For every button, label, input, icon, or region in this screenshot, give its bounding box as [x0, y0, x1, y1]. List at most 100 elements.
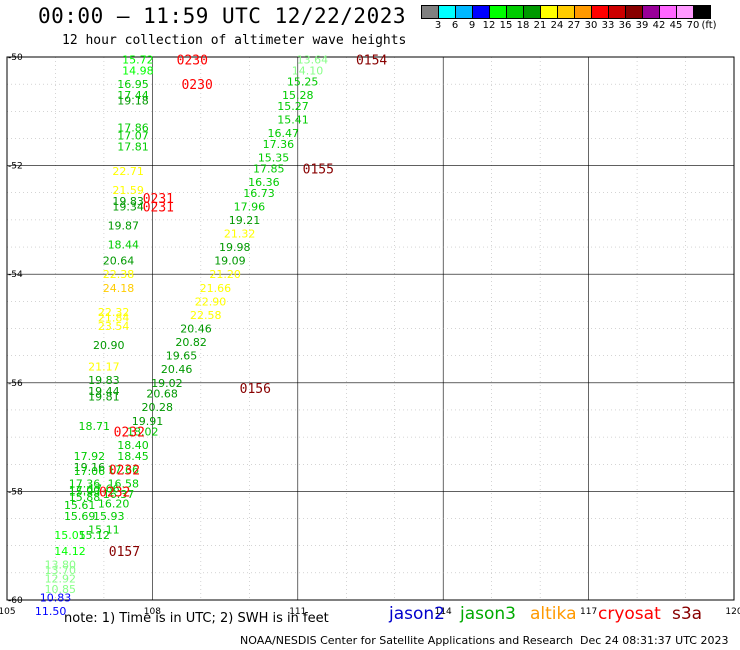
color-legend-label: 21: [533, 20, 547, 31]
wave-height-value: 20.90: [93, 339, 125, 352]
wave-height-value: 20.64: [103, 255, 135, 268]
color-legend-label: 12: [482, 20, 496, 31]
wave-height-value: 20.82: [175, 336, 207, 349]
wave-height-value: 17.85: [253, 162, 285, 175]
wave-height-value: 16.95: [117, 78, 149, 91]
wave-height-value: 17.66: [88, 483, 120, 496]
wave-height-value: 19.16: [74, 461, 106, 474]
axis-labels: 105 108 111 114 117 120 -50 -52 -54 -56 -58 -60: [0, 53, 740, 617]
wave-height-value: 15.28: [282, 89, 314, 102]
wave-height-value: 21.17: [88, 361, 120, 374]
color-legend-label: 6: [451, 20, 459, 31]
wave-height-value: 19.34: [112, 200, 144, 213]
wave-height-value: 18.45: [117, 450, 149, 463]
wave-height-value: 14.10: [292, 65, 324, 78]
wave-height-value: 15.41: [277, 113, 309, 126]
latitude-tick-label: -52: [8, 162, 23, 172]
pass-time-label: 0156: [240, 382, 271, 397]
wave-height-value: 20.46: [180, 323, 212, 336]
color-legend-label: 30: [584, 20, 598, 31]
wave-height-value: 13.70: [45, 564, 77, 577]
wave-height-value: 15.69: [64, 510, 96, 523]
wave-height-value: 19.83: [112, 195, 144, 208]
pass-time-label: 0232: [99, 485, 130, 500]
wave-height-value: 15.27: [277, 100, 309, 113]
color-legend-label: 45: [669, 20, 683, 31]
wave-height-value: 19.09: [214, 255, 246, 268]
color-legend-label: 18: [516, 20, 530, 31]
color-legend-label: 24: [550, 20, 564, 31]
wave-height-value: 21.32: [224, 227, 256, 240]
wave-height-value: 21.20: [209, 268, 241, 281]
longitude-tick-label: 120: [725, 607, 740, 617]
wave-height-value: 18.40: [117, 439, 149, 452]
wave-height-value: 19.91: [132, 415, 164, 428]
latitude-tick-label: -50: [8, 53, 23, 63]
wave-height-value: 19.65: [166, 350, 198, 363]
latitude-tick-label: -54: [8, 270, 23, 280]
wave-height-value: 15.61: [64, 499, 96, 512]
wave-height-value: 19.98: [219, 241, 251, 254]
wave-height-value: 16.36: [248, 176, 280, 189]
wave-height-value: 22.58: [190, 309, 222, 322]
color-legend-label: 27: [567, 20, 581, 31]
wave-height-value: 16.37: [103, 488, 135, 501]
longitude-tick-label: 105: [0, 607, 16, 617]
wave-height-value: 15.93: [93, 510, 125, 523]
latitude-tick-label: -56: [8, 379, 23, 389]
wave-height-value: 17.44: [117, 89, 149, 102]
wave-height-value: 17.06: [74, 465, 106, 478]
wave-height-value: 22.38: [103, 268, 135, 281]
wave-height-value: 15.11: [88, 523, 120, 536]
wave-height-value: 10.83: [40, 591, 72, 604]
credit-line: NOAA/NESDIS Center for Satellite Applica…: [240, 634, 574, 647]
color-legend-label: 36: [618, 20, 632, 31]
wave-height-value: 12.92: [45, 572, 77, 585]
wave-height-value: 15.93: [69, 485, 101, 498]
wave-height-value: 21.84: [98, 312, 130, 325]
wave-height-value: 15.35: [258, 151, 290, 164]
wave-height-value: 19.18: [117, 94, 149, 107]
wave-height-value: 17.86: [117, 122, 149, 135]
wave-height-value: 21.66: [200, 282, 232, 295]
wave-height-value: 17.81: [117, 141, 149, 154]
wave-height-value: 19.44: [88, 385, 120, 398]
satellite-legend-cryosat: cryosat: [598, 604, 661, 624]
wave-height-value: 18.44: [108, 238, 140, 251]
pass-time-label: 0231: [143, 192, 174, 207]
wave-height-value: 22.32: [98, 306, 130, 319]
wave-height-value: 20.46: [161, 363, 193, 376]
wave-height-value: 17.66: [108, 464, 140, 477]
wave-height-value: 11.50: [35, 605, 67, 618]
satellite-legend-altika: altika: [530, 604, 577, 624]
wave-height-value: 15.72: [122, 54, 154, 67]
wave-height-value: 21.59: [112, 184, 144, 197]
generated-timestamp: Dec 24 08:31:37 UTC 2023: [580, 634, 729, 647]
wave-height-value: 18.71: [78, 420, 110, 433]
color-legend-swatch: [693, 5, 711, 19]
wave-height-value: 19.21: [229, 214, 261, 227]
wave-height-value: 22.90: [195, 295, 227, 308]
footer-note: note: 1) Time is in UTC; 2) SWH is in fe…: [64, 611, 329, 626]
satellite-legend-jason2: jason2: [389, 604, 445, 624]
color-legend-label: 42: [652, 20, 666, 31]
pass-time-label: 0232: [109, 464, 140, 479]
pass-time-label: 0230: [177, 54, 208, 69]
pass-time-label: 0230: [181, 78, 212, 93]
color-legend-label: 3: [434, 20, 442, 31]
color-legend-unit: (ft): [701, 20, 717, 31]
wave-height-value: 17.36: [263, 138, 295, 151]
wave-height-value: 19.87: [108, 219, 140, 232]
map-subtitle: 12 hour collection of altimeter wave hei…: [62, 33, 407, 48]
wave-height-value: 24.18: [103, 282, 135, 295]
wave-height-value: 16.47: [268, 127, 300, 140]
wave-height-value: 22.71: [112, 165, 144, 178]
wave-height-value: 13.80: [45, 559, 77, 572]
wave-height-value: 15.25: [287, 75, 319, 88]
wave-height-value: 17.36: [69, 477, 101, 490]
wave-height-value: 19.83: [88, 374, 120, 387]
longitude-tick-label: 108: [144, 607, 161, 617]
latitude-tick-label: -58: [8, 487, 23, 497]
